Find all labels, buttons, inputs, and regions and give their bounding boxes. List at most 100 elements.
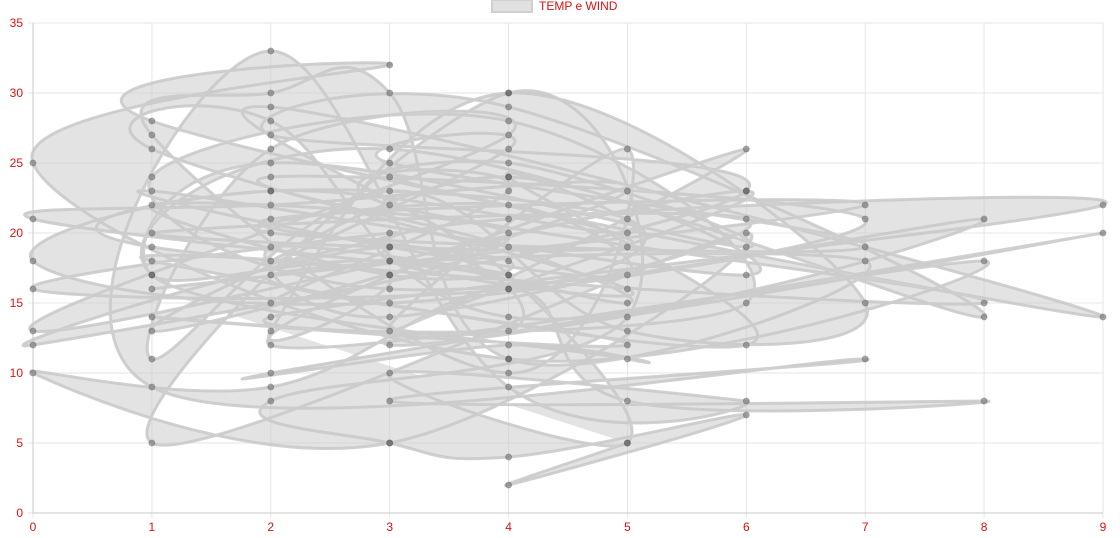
data-point[interactable] xyxy=(267,131,275,139)
data-point[interactable] xyxy=(267,313,275,321)
data-point[interactable] xyxy=(386,369,394,377)
data-point[interactable] xyxy=(267,369,275,377)
data-point[interactable] xyxy=(742,215,750,223)
data-point[interactable] xyxy=(386,327,394,335)
data-point[interactable] xyxy=(505,383,513,391)
data-point[interactable] xyxy=(267,159,275,167)
legend-swatch[interactable] xyxy=(491,0,533,13)
data-point[interactable] xyxy=(148,257,156,265)
data-point[interactable] xyxy=(267,145,275,153)
data-point[interactable] xyxy=(623,215,631,223)
data-point[interactable] xyxy=(623,299,631,307)
data-point[interactable] xyxy=(148,243,156,251)
data-point[interactable] xyxy=(505,453,513,461)
data-point[interactable] xyxy=(148,187,156,195)
data-point[interactable] xyxy=(861,243,869,251)
data-point[interactable] xyxy=(742,341,750,349)
data-point[interactable] xyxy=(386,341,394,349)
data-point[interactable] xyxy=(29,257,37,265)
data-point[interactable] xyxy=(742,397,750,405)
data-point[interactable] xyxy=(623,187,631,195)
data-point[interactable] xyxy=(505,341,513,349)
data-point[interactable] xyxy=(742,271,750,279)
data-point[interactable] xyxy=(980,313,988,321)
data-point[interactable] xyxy=(267,383,275,391)
data-point[interactable] xyxy=(505,215,513,223)
data-point[interactable] xyxy=(505,327,513,335)
data-point[interactable] xyxy=(505,159,513,167)
data-point[interactable] xyxy=(148,355,156,363)
data-point[interactable] xyxy=(505,89,513,97)
data-point[interactable] xyxy=(29,215,37,223)
data-point[interactable] xyxy=(505,285,513,293)
data-point[interactable] xyxy=(386,159,394,167)
data-point[interactable] xyxy=(505,285,513,293)
data-point[interactable] xyxy=(267,397,275,405)
data-point[interactable] xyxy=(386,271,394,279)
data-point[interactable] xyxy=(148,201,156,209)
data-point[interactable] xyxy=(267,215,275,223)
data-point[interactable] xyxy=(505,271,513,279)
data-point[interactable] xyxy=(386,397,394,405)
data-point[interactable] xyxy=(148,229,156,237)
data-point[interactable] xyxy=(148,117,156,125)
data-point[interactable] xyxy=(29,369,37,377)
data-point[interactable] xyxy=(505,103,513,111)
data-point[interactable] xyxy=(505,369,513,377)
data-point[interactable] xyxy=(505,355,513,363)
data-point[interactable] xyxy=(148,285,156,293)
data-point[interactable] xyxy=(386,243,394,251)
data-point[interactable] xyxy=(267,243,275,251)
data-point[interactable] xyxy=(29,341,37,349)
data-point[interactable] xyxy=(386,201,394,209)
data-point[interactable] xyxy=(148,271,156,279)
data-point[interactable] xyxy=(29,285,37,293)
data-point[interactable] xyxy=(742,411,750,419)
data-point[interactable] xyxy=(267,187,275,195)
data-point[interactable] xyxy=(505,131,513,139)
data-point[interactable] xyxy=(505,481,513,489)
data-point[interactable] xyxy=(267,173,275,181)
data-point[interactable] xyxy=(267,271,275,279)
data-point[interactable] xyxy=(386,243,394,251)
data-point[interactable] xyxy=(505,355,513,363)
data-point[interactable] xyxy=(386,439,394,447)
data-point[interactable] xyxy=(386,439,394,447)
data-point[interactable] xyxy=(505,145,513,153)
data-point[interactable] xyxy=(623,243,631,251)
data-point[interactable] xyxy=(623,327,631,335)
data-point[interactable] xyxy=(267,299,275,307)
data-point[interactable] xyxy=(267,89,275,97)
data-point[interactable] xyxy=(623,439,631,447)
data-point[interactable] xyxy=(980,299,988,307)
data-point[interactable] xyxy=(267,229,275,237)
data-point[interactable] xyxy=(386,187,394,195)
data-point[interactable] xyxy=(623,285,631,293)
data-point[interactable] xyxy=(148,145,156,153)
data-point[interactable] xyxy=(148,439,156,447)
data-point[interactable] xyxy=(742,243,750,251)
data-point[interactable] xyxy=(980,257,988,265)
data-point[interactable] xyxy=(386,313,394,321)
data-point[interactable] xyxy=(148,313,156,321)
data-point[interactable] xyxy=(505,173,513,181)
data-point[interactable] xyxy=(386,299,394,307)
data-point[interactable] xyxy=(148,327,156,335)
data-point[interactable] xyxy=(1099,313,1107,321)
data-point[interactable] xyxy=(267,117,275,125)
data-point[interactable] xyxy=(148,131,156,139)
data-point[interactable] xyxy=(386,271,394,279)
data-point[interactable] xyxy=(861,201,869,209)
data-point[interactable] xyxy=(623,397,631,405)
data-point[interactable] xyxy=(386,257,394,265)
data-point[interactable] xyxy=(267,47,275,55)
data-point[interactable] xyxy=(148,173,156,181)
data-point[interactable] xyxy=(980,397,988,405)
data-point[interactable] xyxy=(623,313,631,321)
data-point[interactable] xyxy=(505,173,513,181)
data-point[interactable] xyxy=(861,355,869,363)
data-point[interactable] xyxy=(29,159,37,167)
data-point[interactable] xyxy=(742,299,750,307)
data-point[interactable] xyxy=(386,89,394,97)
data-point[interactable] xyxy=(623,145,631,153)
